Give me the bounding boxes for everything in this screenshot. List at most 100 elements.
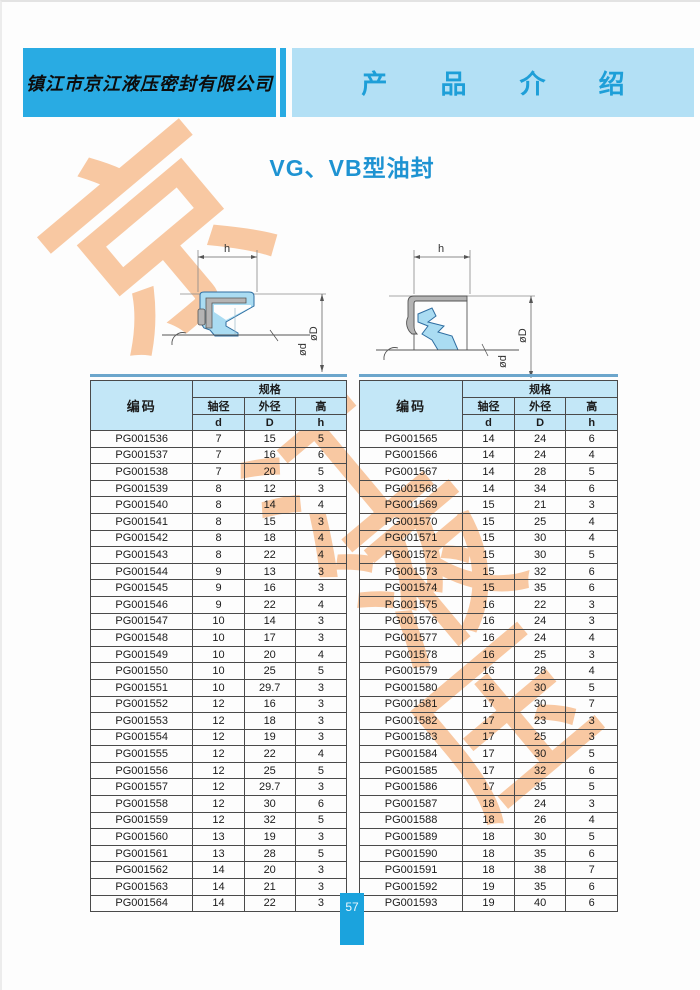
h-cell: 3 — [294, 479, 348, 498]
D-cell: 30 — [513, 828, 567, 846]
code-cell: PG001588 — [358, 811, 464, 830]
vg-seal-diagram: h øD ød — [162, 243, 326, 372]
D-cell: 25 — [513, 512, 567, 531]
h-cell: 4 — [294, 546, 348, 564]
d-cell: 16 — [462, 629, 515, 647]
D-cell: 18 — [243, 712, 296, 730]
table-row: PG001538 7 20 5 — [89, 463, 348, 481]
col-header-D: D — [243, 414, 296, 431]
D-cell: 32 — [513, 562, 567, 581]
code-cell: PG001543 — [89, 546, 194, 564]
h-cell: 5 — [294, 811, 348, 830]
table-row: PG001541 8 15 3 — [89, 512, 348, 531]
d-cell: 8 — [192, 512, 245, 531]
d-cell: 17 — [462, 745, 515, 763]
D-cell: 15 — [243, 512, 296, 531]
d-cell: 10 — [192, 645, 245, 664]
code-cell: PG001564 — [89, 894, 194, 913]
D-cell: 16 — [243, 695, 296, 714]
h-cell: 3 — [565, 612, 618, 631]
h-cell: 6 — [565, 479, 618, 498]
h-cell: 4 — [565, 446, 618, 465]
D-cell: 38 — [513, 861, 567, 880]
d-cell: 12 — [192, 795, 245, 813]
col-header-outer: 外径 — [243, 397, 296, 415]
col-header-shaft: 轴径 — [462, 397, 515, 415]
d-cell: 16 — [462, 662, 515, 680]
d-cell: 12 — [192, 712, 245, 730]
h-cell: 6 — [565, 894, 618, 913]
code-cell: PG001540 — [89, 496, 194, 514]
d-cell: 14 — [462, 479, 515, 498]
h-cell: 4 — [565, 512, 618, 531]
h-cell: 6 — [294, 446, 348, 465]
D-cell: 35 — [513, 878, 567, 896]
D-cell: 24 — [513, 629, 567, 647]
h-cell: 6 — [565, 761, 618, 780]
h-cell: 7 — [565, 695, 618, 714]
code-cell: PG001542 — [89, 529, 194, 548]
D-cell: 15 — [243, 430, 296, 448]
D-cell: 32 — [513, 761, 567, 780]
D-cell: 25 — [243, 761, 296, 780]
table-row: PG001547 10 14 3 — [89, 612, 348, 631]
table-row: PG001568 14 34 6 — [358, 479, 618, 498]
h-cell: 3 — [294, 728, 348, 747]
code-cell: PG001546 — [89, 595, 194, 614]
col-header-spec: 规格 — [192, 380, 347, 398]
code-cell: PG001562 — [89, 861, 194, 880]
table-row: PG001580 16 30 5 — [358, 678, 618, 697]
code-cell: PG001560 — [89, 828, 194, 846]
code-cell: PG001592 — [358, 878, 464, 896]
D-cell: 30 — [243, 795, 296, 813]
table-row: PG001591 18 38 7 — [358, 861, 618, 880]
d-cell: 15 — [462, 562, 515, 581]
col-header-height: 高 — [294, 397, 348, 415]
table-row: PG001549 10 20 4 — [89, 645, 348, 664]
D-cell: 25 — [513, 645, 567, 664]
D-cell: 30 — [513, 678, 567, 697]
D-cell: 25 — [513, 728, 567, 747]
table-row: PG001583 17 25 3 — [358, 728, 618, 747]
d-cell: 12 — [192, 761, 245, 780]
d-cell: 8 — [192, 529, 245, 548]
table-row: PG001552 12 16 3 — [89, 695, 348, 714]
table-row: PG001543 8 22 4 — [89, 546, 348, 564]
col-header-spec: 规格 — [462, 380, 618, 398]
col-header-D: D — [513, 414, 567, 431]
d-cell: 8 — [192, 496, 245, 514]
d-cell: 16 — [462, 612, 515, 631]
code-cell: PG001578 — [358, 645, 464, 664]
table-row: PG001558 12 30 6 — [89, 795, 348, 813]
code-cell: PG001547 — [89, 612, 194, 631]
d-cell: 17 — [462, 712, 515, 730]
d-cell: 15 — [462, 546, 515, 564]
table-row: PG001556 12 25 5 — [89, 761, 348, 780]
d-cell: 14 — [192, 878, 245, 896]
h-cell: 5 — [565, 745, 618, 763]
D-cell: 24 — [513, 446, 567, 465]
table-row: PG001536 7 15 5 — [89, 430, 348, 448]
d-cell: 16 — [462, 645, 515, 664]
D-cell: 24 — [513, 430, 567, 448]
section-title: 产 品 介 绍 — [361, 70, 647, 100]
code-cell: PG001585 — [358, 761, 464, 780]
D-cell: 35 — [513, 778, 567, 797]
code-cell: PG001554 — [89, 728, 194, 747]
code-cell: PG001570 — [358, 512, 464, 531]
table-body: PG001565 14 24 6 PG001566 14 24 4 PG0015… — [358, 430, 618, 913]
d-cell: 18 — [462, 811, 515, 830]
code-cell: PG001556 — [89, 761, 194, 780]
D-cell: 22 — [243, 595, 296, 614]
D-cell: 28 — [243, 844, 296, 863]
D-cell: 22 — [243, 745, 296, 763]
table-row: PG001555 12 22 4 — [89, 745, 348, 763]
h-cell: 6 — [565, 430, 618, 448]
D-cell: 16 — [243, 579, 296, 597]
h-cell: 4 — [294, 529, 348, 548]
D-cell: 24 — [513, 612, 567, 631]
h-cell: 5 — [294, 844, 348, 863]
h-cell: 3 — [294, 612, 348, 631]
D-cell: 30 — [513, 745, 567, 763]
code-cell: PG001577 — [358, 629, 464, 647]
